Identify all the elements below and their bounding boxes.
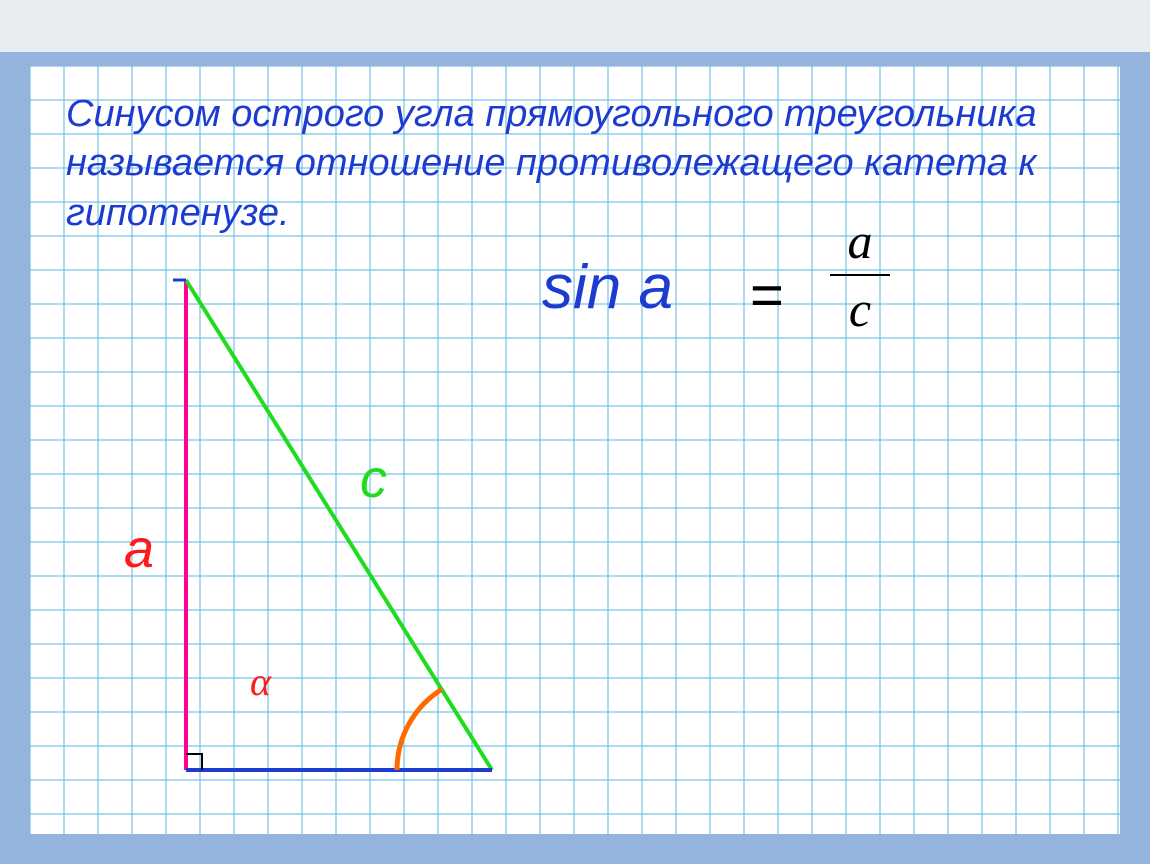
content-card: Синусом острого угла прямоугольного треу…: [30, 66, 1120, 834]
fraction-line: [830, 274, 890, 276]
formula-sin-a: sin a: [542, 252, 673, 323]
top-bar: [0, 0, 1150, 52]
label-side-c: c: [360, 448, 387, 510]
label-angle-alpha: α: [250, 658, 271, 705]
fraction-numerator: a: [830, 212, 890, 270]
fraction-denominator: c: [830, 280, 890, 338]
formula-fraction: a c: [830, 212, 890, 338]
triangle-svg: [148, 258, 548, 798]
triangle-diagram: a c α: [148, 258, 548, 798]
definition-text: Синусом острого угла прямоугольного треу…: [66, 90, 1066, 238]
label-side-a: a: [124, 518, 154, 580]
formula-equals: =: [750, 262, 784, 329]
